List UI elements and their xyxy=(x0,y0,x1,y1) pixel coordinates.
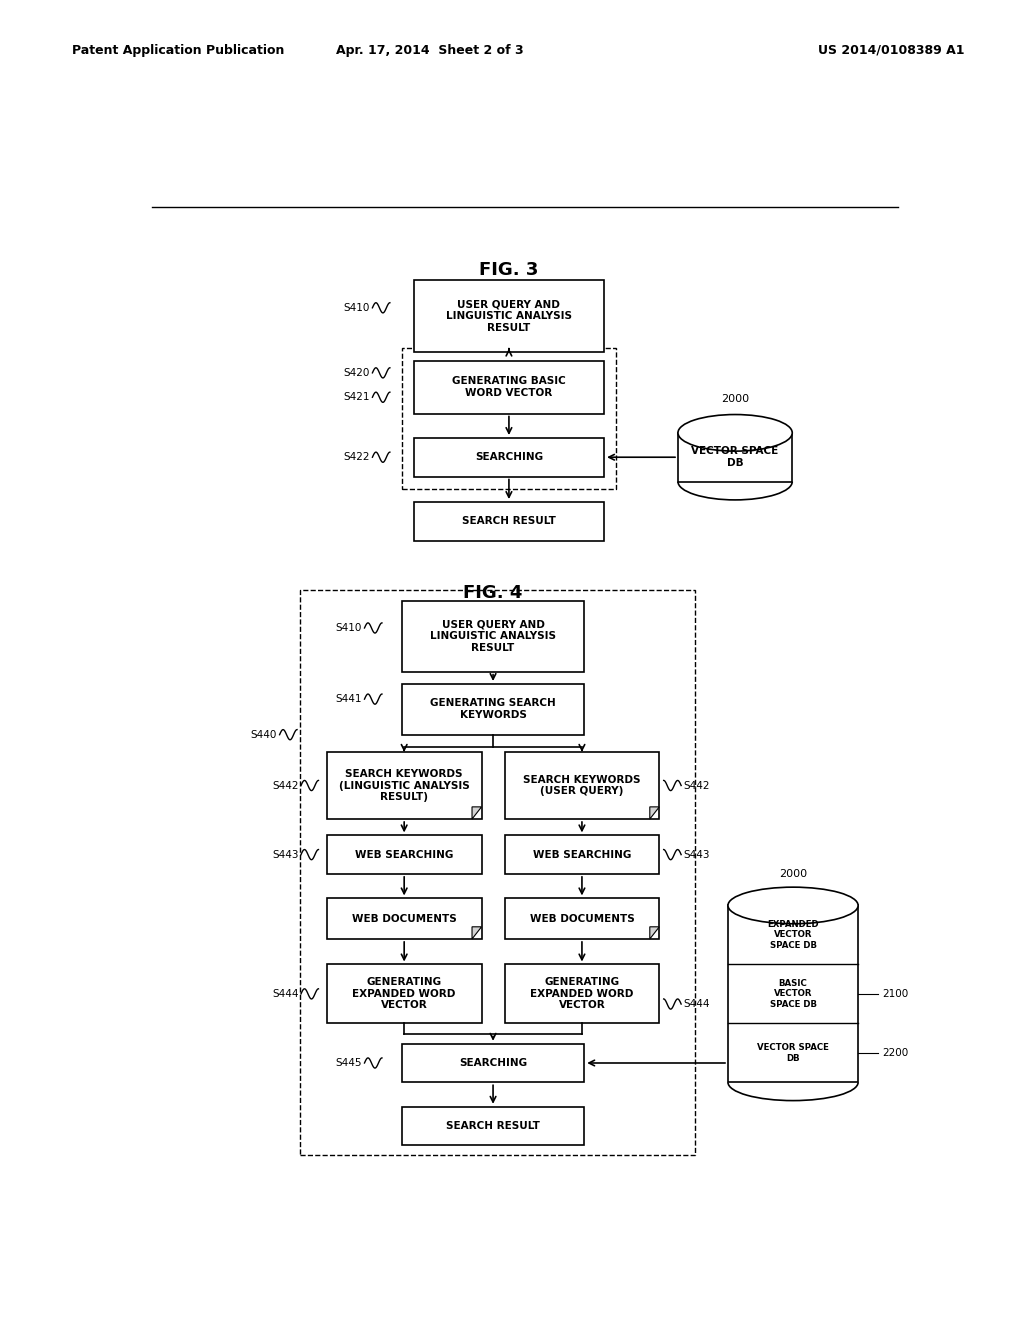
Text: S410: S410 xyxy=(336,623,362,634)
Text: S444: S444 xyxy=(684,999,710,1008)
Text: WEB SEARCHING: WEB SEARCHING xyxy=(355,850,454,859)
Text: S420: S420 xyxy=(344,368,370,378)
FancyBboxPatch shape xyxy=(401,684,585,735)
Text: GENERATING SEARCH
KEYWORDS: GENERATING SEARCH KEYWORDS xyxy=(430,698,556,721)
Text: Apr. 17, 2014  Sheet 2 of 3: Apr. 17, 2014 Sheet 2 of 3 xyxy=(336,44,524,57)
Text: 2000: 2000 xyxy=(721,395,750,404)
FancyBboxPatch shape xyxy=(414,360,604,413)
Polygon shape xyxy=(650,807,659,818)
FancyBboxPatch shape xyxy=(327,965,481,1023)
Text: S440: S440 xyxy=(251,730,278,739)
FancyBboxPatch shape xyxy=(401,1044,585,1082)
Bar xyxy=(678,433,793,482)
FancyBboxPatch shape xyxy=(505,965,659,1023)
Text: S441: S441 xyxy=(336,694,362,704)
Polygon shape xyxy=(650,927,659,939)
Text: FIG. 4: FIG. 4 xyxy=(464,585,522,602)
Text: SEARCH KEYWORDS
(USER QUERY): SEARCH KEYWORDS (USER QUERY) xyxy=(523,775,641,796)
Text: 2100: 2100 xyxy=(882,989,908,999)
Ellipse shape xyxy=(678,414,793,451)
Text: S444: S444 xyxy=(272,989,299,999)
Text: WEB DOCUMENTS: WEB DOCUMENTS xyxy=(352,913,457,924)
Text: WEB SEARCHING: WEB SEARCHING xyxy=(532,850,631,859)
FancyBboxPatch shape xyxy=(505,752,659,818)
Text: SEARCH KEYWORDS
(LINGUISTIC ANALYSIS
RESULT): SEARCH KEYWORDS (LINGUISTIC ANALYSIS RES… xyxy=(339,770,470,803)
Text: VECTOR SPACE
DB: VECTOR SPACE DB xyxy=(691,446,778,469)
Ellipse shape xyxy=(728,887,858,924)
Text: SEARCH RESULT: SEARCH RESULT xyxy=(462,516,556,527)
FancyBboxPatch shape xyxy=(414,280,604,351)
Text: GENERATING BASIC
WORD VECTOR: GENERATING BASIC WORD VECTOR xyxy=(452,376,566,397)
Polygon shape xyxy=(472,807,481,818)
Bar xyxy=(728,906,858,1082)
Text: GENERATING
EXPANDED WORD
VECTOR: GENERATING EXPANDED WORD VECTOR xyxy=(352,977,456,1011)
Text: SEARCHING: SEARCHING xyxy=(459,1059,527,1068)
Bar xyxy=(300,590,695,1155)
Text: S421: S421 xyxy=(343,392,370,403)
Text: VECTOR SPACE
DB: VECTOR SPACE DB xyxy=(757,1043,829,1063)
Text: S445: S445 xyxy=(336,1059,362,1068)
FancyBboxPatch shape xyxy=(414,438,604,477)
Text: S442: S442 xyxy=(684,780,710,791)
Text: S443: S443 xyxy=(684,850,710,859)
Text: SEARCH RESULT: SEARCH RESULT xyxy=(446,1121,540,1131)
FancyBboxPatch shape xyxy=(505,836,659,874)
Text: US 2014/0108389 A1: US 2014/0108389 A1 xyxy=(817,44,965,57)
Text: WEB DOCUMENTS: WEB DOCUMENTS xyxy=(529,913,634,924)
FancyBboxPatch shape xyxy=(401,1106,585,1146)
Text: USER QUERY AND
LINGUISTIC ANALYSIS
RESULT: USER QUERY AND LINGUISTIC ANALYSIS RESUL… xyxy=(430,619,556,652)
Text: GENERATING
EXPANDED WORD
VECTOR: GENERATING EXPANDED WORD VECTOR xyxy=(530,977,634,1011)
FancyBboxPatch shape xyxy=(414,502,604,541)
Text: BASIC
VECTOR
SPACE DB: BASIC VECTOR SPACE DB xyxy=(770,979,816,1008)
FancyBboxPatch shape xyxy=(505,899,659,939)
Text: FIG. 3: FIG. 3 xyxy=(479,261,539,280)
Text: USER QUERY AND
LINGUISTIC ANALYSIS
RESULT: USER QUERY AND LINGUISTIC ANALYSIS RESUL… xyxy=(445,300,572,333)
Polygon shape xyxy=(472,927,481,939)
Text: Patent Application Publication: Patent Application Publication xyxy=(72,44,284,57)
Bar xyxy=(401,348,616,488)
FancyBboxPatch shape xyxy=(327,752,481,818)
Text: EXPANDED
VECTOR
SPACE DB: EXPANDED VECTOR SPACE DB xyxy=(767,920,819,950)
Text: S443: S443 xyxy=(272,850,299,859)
Text: 2000: 2000 xyxy=(779,869,807,879)
Text: S422: S422 xyxy=(343,453,370,462)
Text: SEARCHING: SEARCHING xyxy=(475,453,543,462)
FancyBboxPatch shape xyxy=(327,899,481,939)
FancyBboxPatch shape xyxy=(327,836,481,874)
Text: S410: S410 xyxy=(344,302,370,313)
Text: 2200: 2200 xyxy=(882,1048,908,1057)
Text: S442: S442 xyxy=(272,780,299,791)
FancyBboxPatch shape xyxy=(401,601,585,672)
